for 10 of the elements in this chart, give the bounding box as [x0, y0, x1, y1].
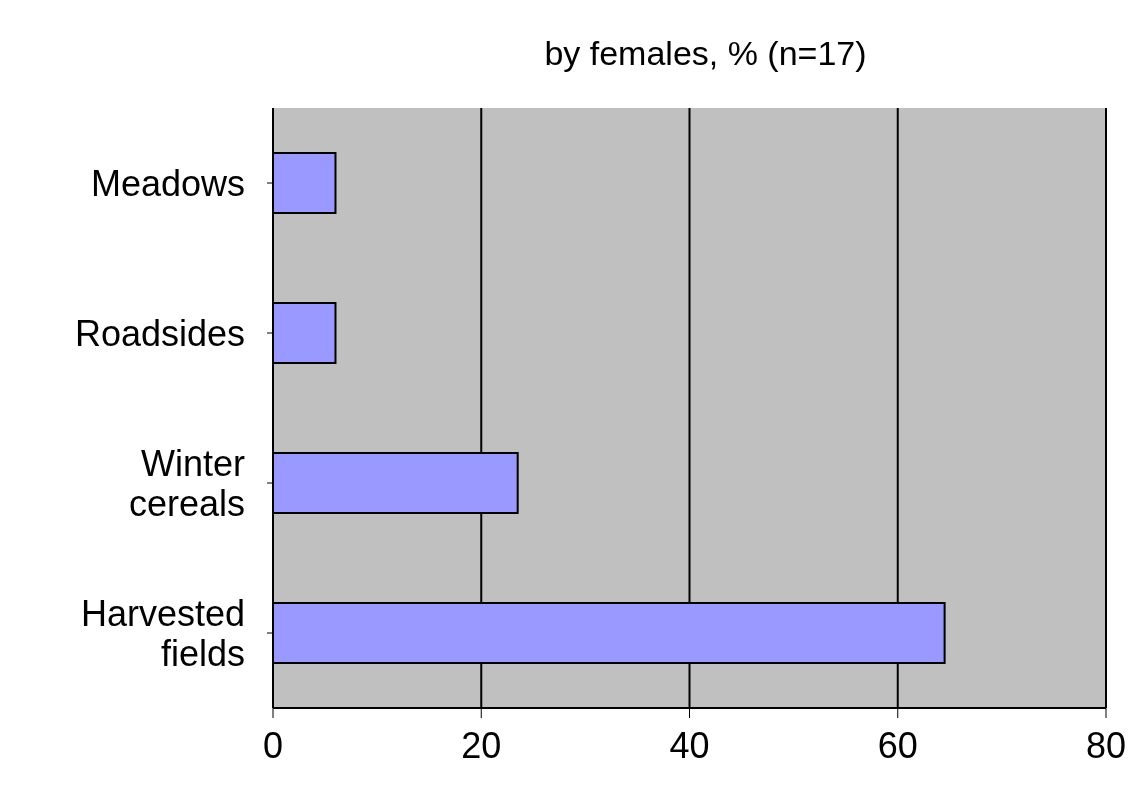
y-tick-label: Winter cereals [128, 442, 246, 524]
x-tick-label: 20 [461, 724, 502, 766]
x-tick-label: 0 [262, 724, 284, 766]
y-tick-label: Meadows [90, 162, 245, 204]
x-tick-label: 40 [669, 724, 710, 766]
chart-title: by females, % (n=17) [544, 34, 867, 72]
x-tick-label: 80 [1085, 724, 1127, 766]
y-tick-label: Roadsides [74, 312, 245, 354]
y-tick-label: Harvested fields [80, 592, 245, 674]
x-tick-label: 60 [877, 724, 918, 766]
